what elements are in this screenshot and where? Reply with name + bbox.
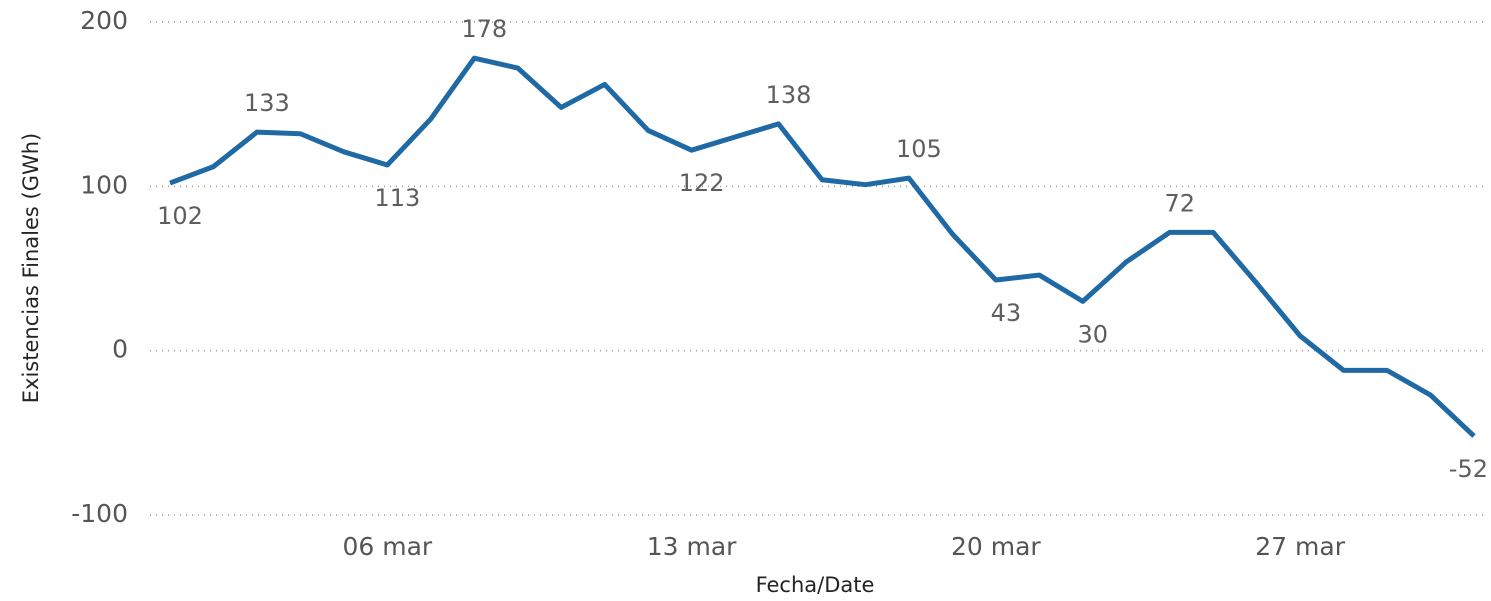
y-tick-label: -100 [71, 499, 128, 528]
y-tick-label: 200 [80, 6, 128, 35]
data-label: 122 [679, 169, 725, 197]
data-label: 102 [157, 202, 203, 230]
data-label: 72 [1164, 189, 1195, 217]
x-axis-title: Fecha/Date [756, 573, 875, 597]
x-tick-label: 20 mar [951, 532, 1041, 561]
data-label: -52 [1449, 455, 1488, 483]
x-tick-label: 06 mar [342, 532, 432, 561]
series-line [169, 55, 1476, 438]
data-label: 138 [766, 81, 812, 109]
y-tick-label: 100 [80, 170, 128, 199]
data-label: 105 [896, 135, 942, 163]
data-label: 43 [991, 299, 1022, 327]
data-label: 178 [461, 15, 507, 43]
data-label: 30 [1078, 320, 1109, 348]
data-label: 133 [244, 89, 290, 117]
y-axis-title: Existencias Finales (GWh) [19, 133, 43, 403]
x-tick-label: 27 mar [1255, 532, 1345, 561]
y-tick-label: 0 [112, 335, 128, 364]
data-label: 113 [374, 184, 420, 212]
x-tick-label: 13 mar [647, 532, 737, 561]
